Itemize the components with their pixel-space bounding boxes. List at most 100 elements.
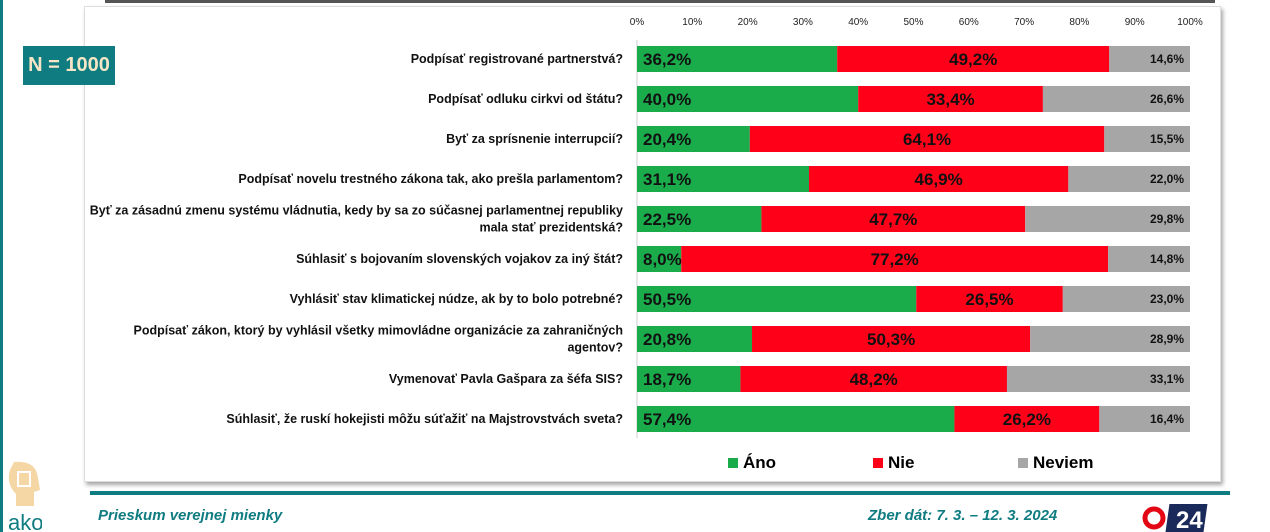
ako-logo: ako bbox=[8, 461, 42, 532]
tv-channel-logo: 24 bbox=[1142, 504, 1208, 532]
bar-segment-áno bbox=[637, 326, 753, 352]
data-label: 50,3% bbox=[867, 330, 915, 349]
legend-label: Neviem bbox=[1033, 453, 1094, 472]
category-label: Byť za zásadnú zmenu systému vládnutia, … bbox=[90, 204, 623, 218]
bar-segment-nie bbox=[916, 286, 1063, 312]
bar-segment-neviem bbox=[1068, 166, 1190, 192]
data-label: 40,0% bbox=[643, 90, 691, 109]
bar-segment-nie bbox=[858, 86, 1043, 112]
x-tick-label: 40% bbox=[848, 17, 868, 28]
data-label: 14,6% bbox=[1150, 52, 1184, 66]
legend-item-ano: Áno bbox=[728, 453, 776, 473]
bar-segment-neviem bbox=[1025, 206, 1190, 232]
bar-segment-neviem bbox=[1042, 86, 1190, 112]
data-label: 16,4% bbox=[1150, 412, 1184, 426]
left-accent-line bbox=[0, 0, 3, 532]
data-label: 15,5% bbox=[1150, 132, 1184, 146]
data-label: 33,1% bbox=[1150, 372, 1184, 386]
category-label: Podpísať zákon, ktorý by vyhlásil všetky… bbox=[133, 324, 623, 338]
data-label: 57,4% bbox=[643, 410, 691, 429]
data-label: 23,0% bbox=[1150, 292, 1184, 306]
category-label: Byť za sprísnenie interrupcií? bbox=[446, 132, 623, 146]
chart-frame bbox=[84, 6, 1221, 482]
x-tick-label: 100% bbox=[1177, 17, 1203, 28]
bar-segment-nie bbox=[954, 406, 1100, 432]
svg-text:24: 24 bbox=[1176, 507, 1203, 532]
data-label: 26,5% bbox=[965, 290, 1013, 309]
data-label: 50,5% bbox=[643, 290, 691, 309]
bar-segment-neviem bbox=[1109, 46, 1190, 72]
bar-segment-áno bbox=[637, 166, 809, 192]
legend-label: Nie bbox=[888, 453, 915, 472]
category-label: agentov? bbox=[567, 341, 623, 355]
data-label: 22,0% bbox=[1150, 172, 1184, 186]
category-label: Podpísať registrované partnerstvá? bbox=[411, 52, 623, 66]
data-label: 29,8% bbox=[1150, 212, 1184, 226]
bar-segment-nie bbox=[740, 366, 1007, 392]
data-label: 64,1% bbox=[903, 130, 951, 149]
bar-segment-nie bbox=[761, 206, 1026, 232]
legend-swatch bbox=[728, 458, 738, 468]
bar-segment-neviem bbox=[1062, 286, 1190, 312]
data-label: 46,9% bbox=[915, 170, 963, 189]
top-bar bbox=[105, 0, 1215, 3]
bar-segment-neviem bbox=[1030, 326, 1190, 352]
data-label: 36,2% bbox=[643, 50, 691, 69]
data-label: 31,1% bbox=[643, 170, 691, 189]
category-label: Súhlasiť s bojovaním slovenských vojakov… bbox=[296, 252, 623, 266]
data-label: 20,4% bbox=[643, 130, 691, 149]
data-label: 28,9% bbox=[1150, 332, 1184, 346]
bar-segment-áno bbox=[637, 406, 955, 432]
data-label: 48,2% bbox=[850, 370, 898, 389]
svg-text:ako: ako bbox=[8, 510, 42, 532]
legend-swatch bbox=[873, 458, 883, 468]
category-label: Podpísať novelu trestného zákona tak, ak… bbox=[238, 172, 623, 186]
x-tick-label: 10% bbox=[682, 17, 702, 28]
category-label: Vymenovať Pavla Gašpara za šéfa SIS? bbox=[389, 372, 623, 386]
footer-date: Zber dát: 7. 3. – 12. 3. 2024 bbox=[868, 507, 1058, 524]
x-tick-label: 60% bbox=[959, 17, 979, 28]
data-label: 20,8% bbox=[643, 330, 691, 349]
data-label: 47,7% bbox=[869, 210, 917, 229]
bar-segment-nie bbox=[749, 126, 1105, 152]
x-tick-label: 30% bbox=[793, 17, 813, 28]
bar-segment-nie bbox=[837, 46, 1110, 72]
data-label: 22,5% bbox=[643, 210, 691, 229]
bar-segment-áno bbox=[637, 126, 750, 152]
sample-size-badge: N = 1000 bbox=[23, 46, 115, 85]
bar-segment-nie bbox=[752, 326, 1031, 352]
data-label: 18,7% bbox=[643, 370, 691, 389]
data-label: 8,0% bbox=[643, 250, 682, 269]
data-label: 26,2% bbox=[1003, 410, 1051, 429]
bar-segment-neviem bbox=[1006, 366, 1190, 392]
bar-segment-áno bbox=[637, 206, 762, 232]
bar-segment-neviem bbox=[1104, 126, 1190, 152]
footer-title: Prieskum verejnej mienky bbox=[98, 507, 283, 524]
category-label: Súhlasiť, že ruskí hokejisti môžu súťaži… bbox=[226, 412, 623, 426]
x-tick-label: 0% bbox=[630, 17, 645, 28]
legend-item-neviem: Neviem bbox=[1018, 453, 1093, 473]
category-label: Podpísať odluku cirkvi od štátu? bbox=[428, 92, 623, 106]
legend-item-nie: Nie bbox=[873, 453, 914, 473]
data-label: 77,2% bbox=[871, 250, 919, 269]
category-label: Vyhlásiť stav klimatickej núdze, ak by t… bbox=[290, 292, 623, 306]
data-label: 49,2% bbox=[949, 50, 997, 69]
bar-segment-nie bbox=[808, 166, 1069, 192]
x-tick-label: 20% bbox=[738, 17, 758, 28]
bar-segment-áno bbox=[637, 46, 838, 72]
data-label: 26,6% bbox=[1150, 92, 1184, 106]
bar-segment-nie bbox=[681, 246, 1109, 272]
bar-segment-áno bbox=[637, 286, 917, 312]
data-label: 33,4% bbox=[926, 90, 974, 109]
x-tick-label: 80% bbox=[1069, 17, 1089, 28]
bar-segment-áno bbox=[637, 86, 859, 112]
data-label: 14,8% bbox=[1150, 252, 1184, 266]
bar-segment-áno bbox=[637, 366, 741, 392]
x-tick-label: 90% bbox=[1125, 17, 1145, 28]
bar-segment-neviem bbox=[1108, 246, 1190, 272]
bar-segment-neviem bbox=[1099, 406, 1190, 432]
legend-swatch bbox=[1018, 458, 1028, 468]
bar-segment-áno bbox=[637, 246, 682, 272]
x-tick-label: 70% bbox=[1014, 17, 1034, 28]
